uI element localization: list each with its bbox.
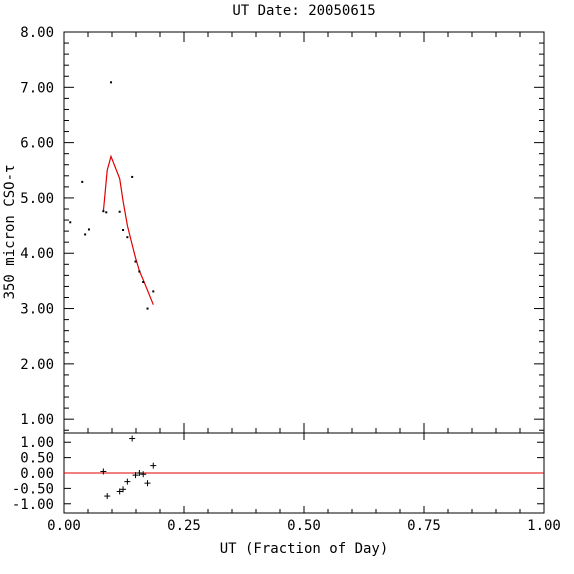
data-point	[126, 236, 129, 239]
residual-point	[136, 470, 143, 476]
y-tick-label: 1.00	[20, 412, 54, 428]
data-points-layer	[69, 81, 155, 310]
residual-point	[150, 462, 157, 469]
residual-tick-label: -1.00	[12, 497, 54, 513]
residual-point	[124, 478, 131, 485]
x-tick-label: 0.25	[167, 518, 201, 534]
y-tick-label: 8.00	[20, 25, 54, 41]
residual-tick-label: 0.00	[20, 466, 54, 482]
residual-tick-label: 0.50	[20, 451, 54, 467]
residual-point	[144, 480, 151, 487]
residual-point	[104, 493, 111, 500]
y-tick-label: 5.00	[20, 191, 54, 207]
residual-tick-label: -0.50	[12, 481, 54, 497]
x-tick-label: 0.00	[47, 518, 81, 534]
y-tick-label: 2.00	[20, 357, 54, 373]
main-axis-ticks: 1.00 2.00 3.00 4.00 5.00 6.00 7.00 8.00	[20, 25, 544, 431]
data-point	[69, 221, 72, 224]
data-point	[131, 175, 134, 178]
data-point	[110, 81, 113, 84]
residual-point	[132, 472, 139, 479]
x-axis-label: UT (Fraction of Day)	[220, 541, 389, 557]
y-tick-label: 3.00	[20, 302, 54, 318]
x-tick-label: 1.00	[527, 518, 561, 534]
data-point	[102, 210, 105, 213]
main-plot-frame	[63, 31, 545, 434]
residual-point	[120, 486, 127, 493]
residual-point	[140, 471, 147, 478]
y-tick-label: 7.00	[20, 80, 54, 96]
y-axis-label: 350 micron CSO-τ	[2, 165, 18, 300]
data-point	[87, 228, 90, 231]
data-point	[122, 229, 125, 232]
fit-line	[102, 154, 154, 305]
y-tick-label: 6.00	[20, 136, 54, 152]
data-point	[142, 281, 145, 284]
residual-layer	[100, 435, 157, 500]
residual-point	[116, 488, 123, 495]
y-tick-label: 4.00	[20, 246, 54, 262]
data-point	[152, 290, 155, 293]
residual-point	[129, 435, 136, 442]
data-point	[105, 211, 108, 214]
residual-tick-label: 1.00	[20, 435, 54, 451]
x-axis-ticks: 0.00 0.25 0.50 0.75 1.00	[47, 32, 561, 534]
data-point	[81, 180, 84, 183]
data-point	[84, 233, 87, 236]
residual-axis-ticks: 1.000.500.00-0.50-1.00	[12, 435, 544, 513]
data-point	[118, 210, 121, 213]
fit-line-layer	[102, 154, 154, 305]
residual-point	[100, 468, 107, 475]
data-point	[134, 260, 137, 263]
x-tick-label: 0.75	[407, 518, 441, 534]
data-point	[138, 270, 141, 273]
chart-title: UT Date: 20050615	[232, 3, 375, 19]
data-point	[146, 307, 149, 310]
x-tick-label: 0.50	[287, 518, 321, 534]
